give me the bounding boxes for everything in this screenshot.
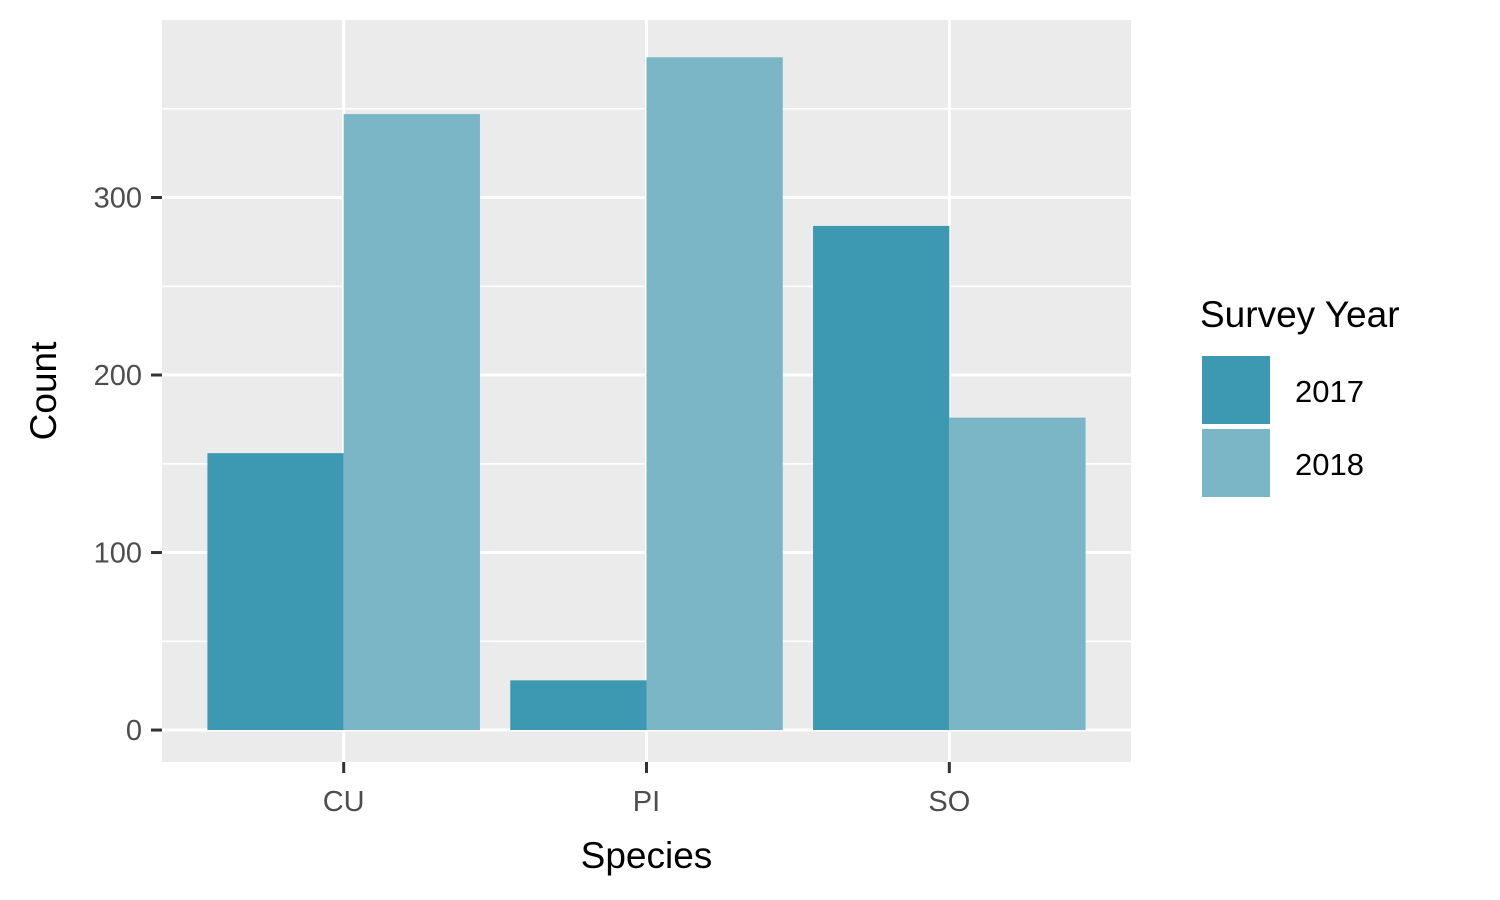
x-tick-label: PI — [633, 786, 660, 818]
legend-title: Survey Year — [1200, 294, 1400, 335]
y-tick-label: 200 — [94, 360, 142, 392]
x-axis-title: Species — [581, 835, 713, 876]
x-axis: CU PI SO — [323, 762, 970, 818]
bar-2017-CU — [207, 453, 344, 731]
x-tick-label: SO — [928, 786, 970, 818]
bar-2018-SO — [949, 417, 1086, 731]
y-tick-label: 0 — [126, 715, 142, 747]
y-tick-label: 300 — [94, 183, 142, 215]
legend-key-2017 — [1202, 356, 1270, 424]
bars — [207, 57, 1086, 731]
legend: Survey Year 2017 2018 — [1200, 294, 1400, 497]
y-tick-label: 100 — [94, 538, 142, 570]
legend-key-2018 — [1202, 429, 1270, 497]
bar-2017-SO — [813, 225, 950, 731]
bar-2018-CU — [343, 114, 480, 731]
bar-2017-PI — [510, 680, 647, 731]
legend-label-2017: 2017 — [1295, 374, 1364, 409]
y-axis-title: Count — [23, 341, 64, 440]
bar-2018-PI — [646, 57, 783, 731]
y-axis: 0 100 200 300 — [94, 183, 162, 747]
x-tick-label: CU — [323, 786, 365, 818]
legend-label-2018: 2018 — [1295, 447, 1364, 482]
